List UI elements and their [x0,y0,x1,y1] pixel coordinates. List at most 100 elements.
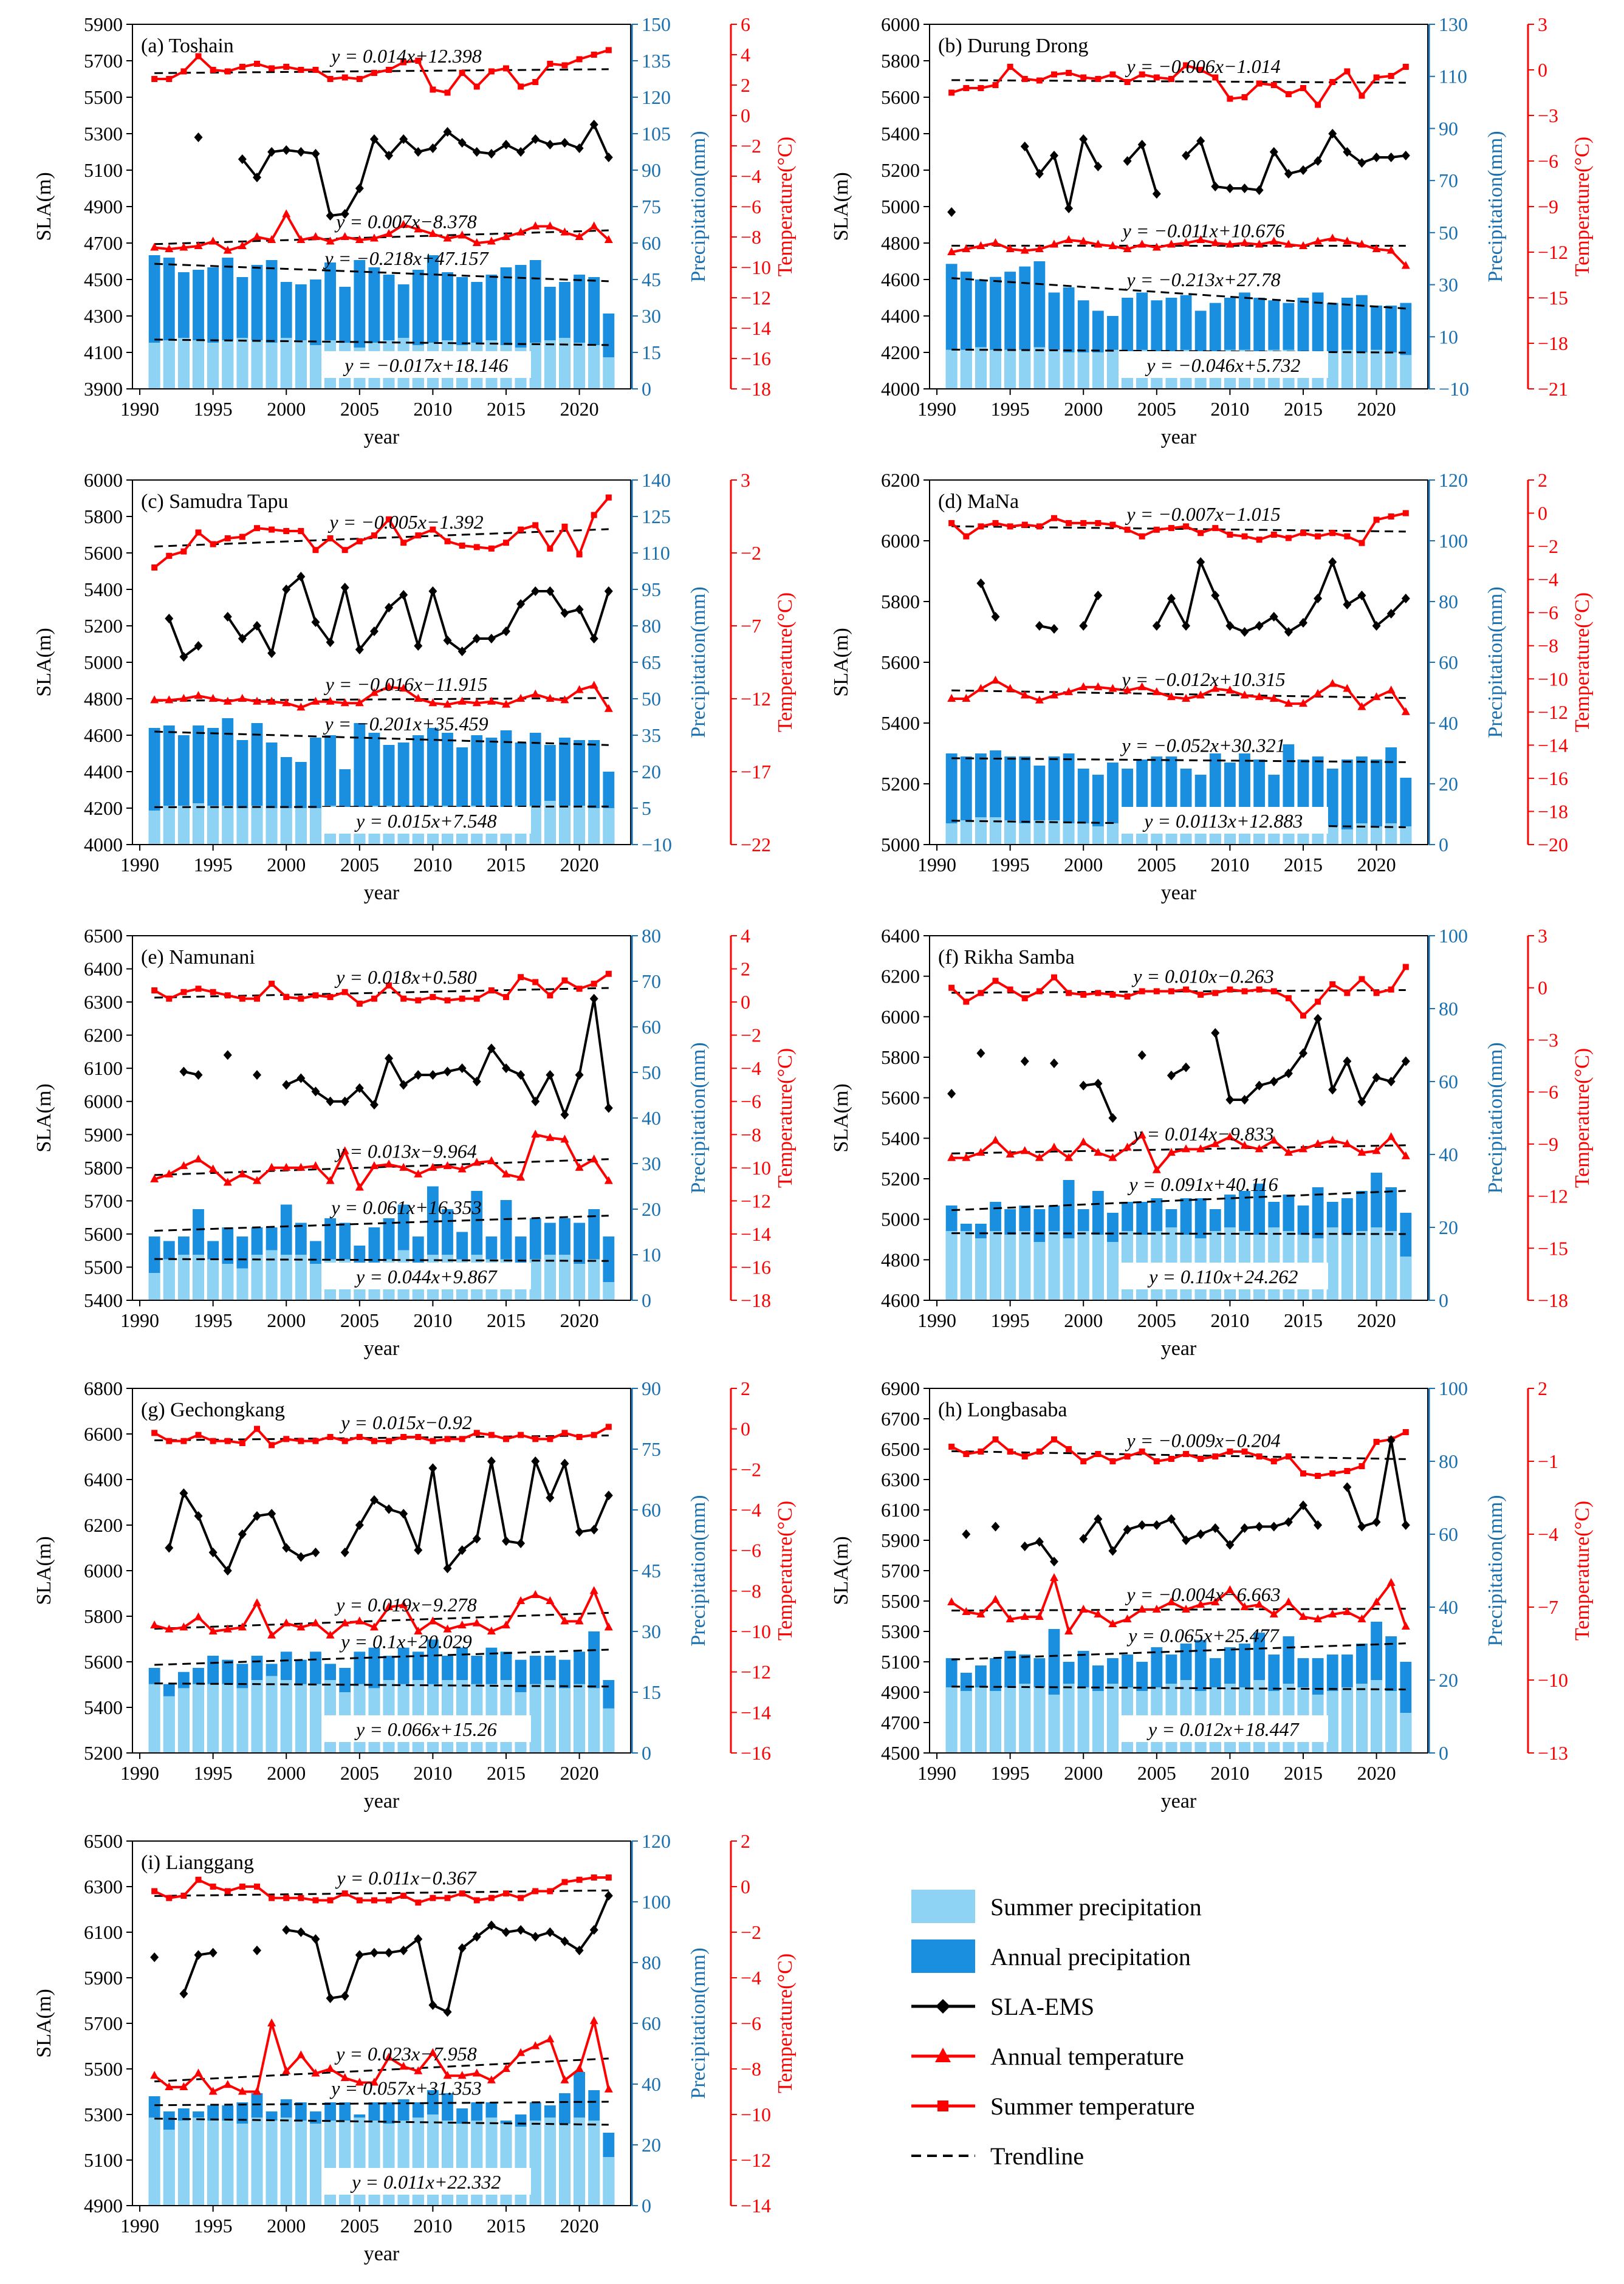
sla-ems-point [179,652,188,662]
trend-label-summer-precip-box [1119,1715,1328,1742]
annual-temp-point [1386,245,1396,254]
summer-temp-point [298,1895,304,1901]
annual-temp-point [1269,236,1278,245]
summer-temp-point [166,995,173,1002]
summer-precip-bar [1048,1231,1060,1300]
annual-temp-point [1328,1136,1337,1144]
annual-temp-point [1035,244,1044,252]
annual-temp-point [1094,1610,1103,1617]
trend-label-annual-temp: y = −0.011x+10.676 [1121,219,1285,241]
legend: Summer precipitation Annual precipitatio… [911,1890,1202,2170]
sla-ems-point [976,578,985,588]
x-tick-label: 2010 [1210,854,1249,876]
summer-precip-bar [1004,349,1016,389]
annual-temp-point [326,1176,335,1184]
summer-temp-point [430,993,436,1000]
summer-precip-bar [193,340,204,389]
summer-temp-point [576,1434,583,1440]
sla-ems-point [1386,153,1396,162]
annual-temp-point [1314,1614,1323,1622]
temp-tick-label: −2 [1538,535,1558,557]
annual-temp-point [179,2082,188,2090]
summer-temp-point [254,525,260,532]
sla-ems-point [399,1946,408,1955]
sla-tick-label: 5200 [881,1168,920,1190]
sla-ems-point [575,1527,584,1537]
sla-ems-point [546,1493,555,1503]
trendline-annual-precip [951,1190,1406,1212]
summer-temp-point [1300,1012,1306,1019]
sla-ems-point [414,1070,423,1080]
annual-temp-point [1152,1165,1161,1173]
sla-tick-label: 5900 [84,13,123,35]
annual-temp-point [1386,1132,1396,1140]
summer-temp-point [605,494,612,501]
annual-temp-point [589,681,598,689]
sla-ems-point [1035,169,1044,179]
x-tick-label: 1995 [991,398,1030,420]
trend-label-summer-precip: y = 0.012x+18.447 [1146,1718,1300,1740]
annual-temp-point [472,1618,481,1627]
precip-axis-label: Precipitation(mm) [687,1947,710,2099]
summer-precip-bar [1356,1231,1368,1300]
temp-axis-label: Temperature(°C) [1571,137,1594,276]
temp-tick-label: −10 [741,1157,771,1179]
summer-precip-bar [1385,1231,1397,1300]
x-tick-label: 1995 [194,1309,233,1331]
summer-temp-point [444,997,451,1004]
temp-tick-label: −1 [1538,1450,1558,1472]
summer-precip-bar [1400,1713,1412,1753]
summer-precip-bar [148,2118,160,2206]
sla-tick-label: 5600 [881,86,920,108]
annual-temp-point [1225,239,1235,248]
sla-ems-point [1372,1517,1381,1527]
x-tick-label: 2005 [340,1762,379,1784]
legend-item-sla-ems: SLA-EMS [911,1993,1094,2020]
sla-ems-point [604,1103,613,1113]
precip-tick-label: 150 [642,13,671,35]
summer-precip-bar [544,340,556,389]
annual-temp-point [150,695,159,704]
annual-precip-bar [1385,747,1397,845]
sla-ems-point [1182,1535,1191,1545]
annual-temp-point [340,232,349,240]
precip-axis-label: Precipitation(mm) [1484,586,1507,738]
summer-temp-point [1402,64,1409,70]
annual-temp-point [399,1162,408,1171]
x-tick-label: 1995 [991,1309,1030,1331]
summer-temp-point [239,995,245,1002]
annual-temp-point [267,1162,276,1171]
annual-temp-point [428,698,437,707]
sla-tick-label: 5400 [881,1127,920,1149]
summer-precip-bar [1033,1242,1046,1300]
x-axis-label: year [1161,1790,1197,1812]
sla-tick-label: 6100 [881,1499,920,1521]
summer-temp-point [341,989,348,995]
sla-ems-line [168,618,199,659]
x-tick-label: 2010 [413,1309,452,1331]
sla-ems-point [546,140,555,149]
x-tick-label: 2005 [340,2215,379,2237]
summer-temp-point [283,528,290,534]
x-axis-label: year [1161,1337,1197,1360]
sla-ems-point [487,149,496,159]
sla-tick-label: 5500 [881,1590,920,1612]
precip-axis-label: Precipitation(mm) [1484,1495,1507,1646]
summer-precip-bar [960,349,972,389]
annual-temp-point [1020,690,1029,699]
summer-temp-point [1007,1449,1013,1455]
summer-precip-bar [251,340,263,389]
sla-ems-point [1137,1050,1146,1060]
sla-ems-point [1240,1523,1249,1533]
panel-title: (c) Samudra Tapu [141,490,288,513]
annual-temp-point [502,1169,510,1178]
summer-temp-point [1402,1429,1409,1435]
summer-temp-point [1197,992,1204,998]
annual-temp-point [1050,690,1058,699]
annual-temp-point [238,694,247,702]
annual-temp-point [355,698,364,707]
summer-precip-bar [1326,826,1338,845]
precip-tick-label: 40 [642,1107,661,1129]
summer-precip-bar [1019,1684,1031,1753]
sla-ems-point [1108,1546,1117,1556]
